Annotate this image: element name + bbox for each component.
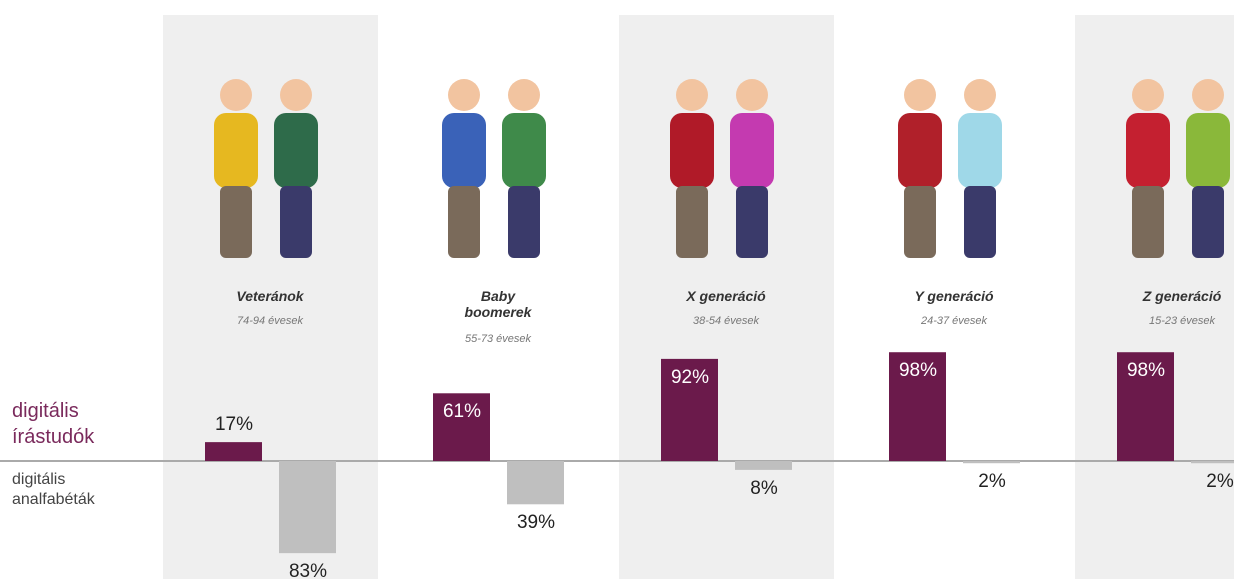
person-body: [1186, 113, 1230, 188]
person-head: [904, 79, 936, 111]
person-legs: [1132, 186, 1164, 258]
person-body: [274, 113, 318, 188]
bar: [661, 358, 718, 461]
column-background: [163, 15, 378, 579]
value-label: 39%: [516, 512, 556, 534]
person-head: [676, 79, 708, 111]
category-label: Z generáció: [1142, 288, 1222, 304]
bar: [507, 461, 564, 505]
category-subtitle: 38-54 évesek: [692, 315, 760, 327]
value-label: 8%: [750, 477, 778, 499]
person-head: [448, 79, 480, 111]
person-legs: [508, 186, 540, 258]
category-label: Y generáció: [914, 288, 994, 304]
bar: [279, 461, 336, 554]
person-body: [442, 113, 486, 188]
person-legs: [736, 186, 768, 258]
person-head: [736, 79, 768, 111]
category-subtitle: 24-37 évesek: [920, 315, 988, 327]
category-label: Veteránok: [236, 288, 304, 304]
person-legs: [904, 186, 936, 258]
person-body: [730, 113, 774, 188]
bar: [735, 461, 792, 470]
person-head: [1192, 79, 1224, 111]
bar: [1191, 461, 1234, 464]
category-subtitle: 55-73 évesek: [464, 333, 532, 345]
bar: [205, 442, 262, 461]
person-legs: [448, 186, 480, 258]
legend-label: digitális analfabéták: [12, 471, 95, 508]
person-head: [964, 79, 996, 111]
person-head: [508, 79, 540, 111]
value-label: 98%: [1126, 360, 1166, 382]
person-head: [280, 79, 312, 111]
value-label: 98%: [898, 360, 938, 382]
person-legs: [220, 186, 252, 258]
category-label: Baby boomerek: [464, 288, 532, 320]
person-head: [220, 79, 252, 111]
person-body: [898, 113, 942, 188]
value-label: 2%: [978, 471, 1006, 493]
person-legs: [280, 186, 312, 258]
person-body: [670, 113, 714, 188]
category-label: X generáció: [686, 288, 766, 304]
category-subtitle: 15-23 évesek: [1148, 315, 1216, 327]
person-legs: [1192, 186, 1224, 258]
value-label: 2%: [1206, 471, 1234, 493]
person-body: [958, 113, 1002, 188]
person-legs: [676, 186, 708, 258]
bar: [963, 461, 1020, 464]
legend-label: digitális írástudók: [12, 400, 95, 448]
person-body: [214, 113, 258, 188]
column-background: [619, 15, 834, 579]
person-body: [1126, 113, 1170, 188]
person-head: [1132, 79, 1164, 111]
person-legs: [964, 186, 996, 258]
person-body: [502, 113, 546, 188]
value-label: 61%: [442, 401, 482, 423]
category-subtitle: 74-94 évesek: [236, 315, 304, 327]
value-label: 83%: [288, 561, 328, 579]
value-label: 92%: [670, 366, 710, 388]
bar: [889, 352, 946, 461]
value-label: 17%: [214, 414, 254, 436]
bar: [433, 393, 490, 461]
bar: [1117, 352, 1174, 461]
